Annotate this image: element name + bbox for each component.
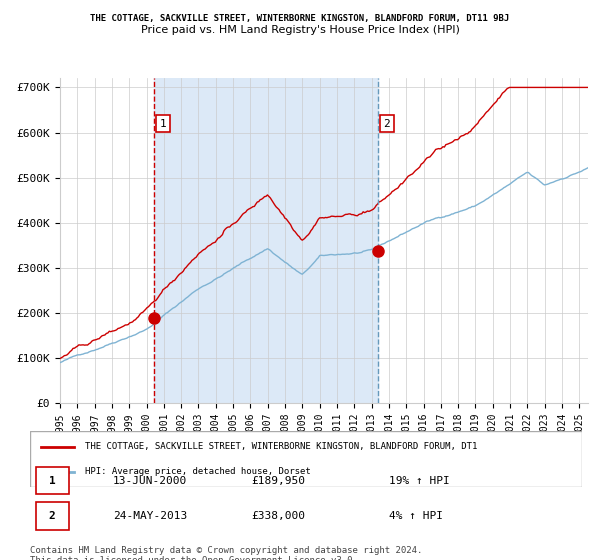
- FancyBboxPatch shape: [35, 467, 68, 494]
- FancyBboxPatch shape: [30, 431, 582, 487]
- Text: 24-MAY-2013: 24-MAY-2013: [113, 511, 187, 521]
- Text: THE COTTAGE, SACKVILLE STREET, WINTERBORNE KINGSTON, BLANDFORD FORUM, DT1: THE COTTAGE, SACKVILLE STREET, WINTERBOR…: [85, 442, 478, 451]
- Text: HPI: Average price, detached house, Dorset: HPI: Average price, detached house, Dors…: [85, 467, 311, 476]
- Text: 1: 1: [49, 476, 55, 486]
- Text: Contains HM Land Registry data © Crown copyright and database right 2024.
This d: Contains HM Land Registry data © Crown c…: [30, 546, 422, 560]
- Text: 19% ↑ HPI: 19% ↑ HPI: [389, 476, 449, 486]
- Text: £189,950: £189,950: [251, 476, 305, 486]
- Text: 1: 1: [160, 119, 166, 128]
- Text: £338,000: £338,000: [251, 511, 305, 521]
- FancyBboxPatch shape: [35, 502, 68, 530]
- Text: Price paid vs. HM Land Registry's House Price Index (HPI): Price paid vs. HM Land Registry's House …: [140, 25, 460, 35]
- Text: 13-JUN-2000: 13-JUN-2000: [113, 476, 187, 486]
- Text: 2: 2: [383, 119, 391, 128]
- Text: 2: 2: [49, 511, 55, 521]
- Text: THE COTTAGE, SACKVILLE STREET, WINTERBORNE KINGSTON, BLANDFORD FORUM, DT11 9BJ: THE COTTAGE, SACKVILLE STREET, WINTERBOR…: [91, 14, 509, 23]
- Text: 4% ↑ HPI: 4% ↑ HPI: [389, 511, 443, 521]
- Bar: [154, 78, 379, 403]
